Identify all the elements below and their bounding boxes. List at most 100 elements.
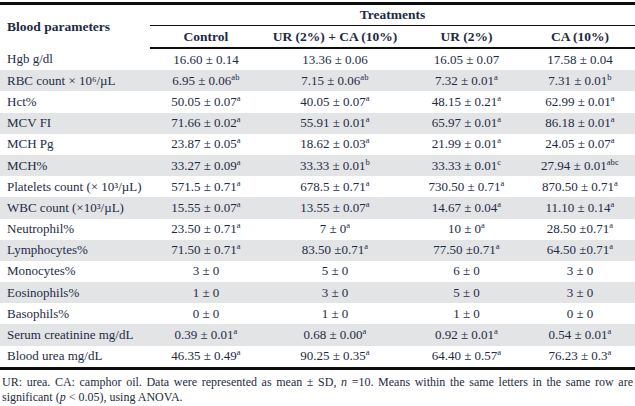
value-cell: 27.94 ± 0.01abc bbox=[525, 155, 635, 176]
significance-superscript: a bbox=[611, 114, 615, 124]
column-header: UR (2%) bbox=[408, 26, 525, 49]
value-cell: 730.50 ± 0.71a bbox=[408, 176, 525, 197]
row-label: Blood urea mg/dL bbox=[0, 346, 150, 369]
footnote-text-part: < 0.05), using ANOVA. bbox=[66, 390, 183, 404]
value-cell: 46.35 ± 0.49a bbox=[150, 346, 262, 369]
cell-value: 23.87 ± 0.05 bbox=[171, 136, 237, 151]
cell-value: 21.99 ± 0.01 bbox=[432, 136, 498, 151]
significance-superscript: a bbox=[237, 135, 241, 145]
significance-superscript: a bbox=[234, 326, 238, 336]
cell-value: 33.33 ± 0.01 bbox=[300, 158, 366, 173]
significance-superscript: ab bbox=[231, 71, 239, 81]
cell-value: 13.36 ± 0.06 bbox=[302, 52, 368, 67]
value-cell: 23.87 ± 0.05a bbox=[150, 134, 262, 155]
cell-value: 40.05 ± 0.07 bbox=[300, 94, 366, 109]
significance-superscript: c bbox=[497, 156, 501, 166]
significance-superscript: a bbox=[608, 326, 612, 336]
significance-superscript: a bbox=[237, 241, 241, 251]
cell-value: 1 ± 0 bbox=[193, 285, 220, 300]
cell-value: 71.66 ± 0.02 bbox=[171, 115, 237, 130]
row-label: MCH% bbox=[0, 155, 150, 176]
significance-superscript: a bbox=[497, 199, 501, 209]
cell-value: 65.97 ± 0.01 bbox=[432, 115, 498, 130]
row-label: Serum creatinine mg/dL bbox=[0, 324, 150, 345]
cell-value: 6.95 ± 0.06 bbox=[172, 73, 231, 88]
cell-value: 28.50 ±0.71 bbox=[547, 221, 609, 236]
table-row: Neutrophil%23.50 ± 0.71a7 ± 0a10 ± 0a28.… bbox=[0, 219, 635, 240]
significance-superscript: a bbox=[481, 220, 485, 230]
column-header: UR (2%) + CA (10%) bbox=[262, 26, 408, 49]
significance-superscript: ab bbox=[360, 71, 368, 81]
value-cell: 62.99 ± 0.01a bbox=[525, 91, 635, 112]
value-cell: 1 ± 0 bbox=[150, 282, 262, 303]
column-header: CA (10%) bbox=[525, 26, 635, 49]
cell-value: 0.54 ± 0.01 bbox=[548, 327, 607, 342]
cell-value: 33.27 ± 0.09 bbox=[171, 158, 237, 173]
cell-value: 83.50 ±0.71 bbox=[302, 242, 364, 257]
cell-value: 5 ± 0 bbox=[322, 263, 349, 278]
footnote-text-part: UR: urea. CA: camphor oil. Data were rep… bbox=[2, 375, 341, 389]
cell-value: 17.58 ± 0.04 bbox=[547, 52, 613, 67]
cell-value: 10 ± 0 bbox=[448, 221, 481, 236]
cell-value: 1 ± 0 bbox=[453, 306, 480, 321]
cell-value: 50.05 ± 0.07 bbox=[171, 94, 237, 109]
value-cell: 5 ± 0 bbox=[262, 261, 408, 282]
significance-superscript: a bbox=[614, 177, 618, 187]
table-row: Blood urea mg/dL46.35 ± 0.49a90.25 ± 0.3… bbox=[0, 346, 635, 369]
value-cell: 24.05 ± 0.07a bbox=[525, 134, 635, 155]
treatments-group-header: Treatments bbox=[150, 4, 635, 26]
value-cell: 1 ± 0 bbox=[408, 303, 525, 324]
row-label: RBC count × 10⁶/µL bbox=[0, 70, 150, 91]
cell-value: 71.50 ± 0.71 bbox=[171, 242, 237, 257]
significance-superscript: a bbox=[366, 135, 370, 145]
value-cell: 18.62 ± 0.03a bbox=[262, 134, 408, 155]
table-row: Platelets count (× 10³/µL)571.5 ± 0.71a6… bbox=[0, 176, 635, 197]
value-cell: 6 ± 0 bbox=[408, 261, 525, 282]
significance-superscript: a bbox=[494, 326, 498, 336]
value-cell: 7.32 ± 0.01a bbox=[408, 70, 525, 91]
significance-superscript: a bbox=[366, 177, 370, 187]
cell-value: 870.50 ± 0.71 bbox=[542, 179, 614, 194]
significance-superscript: a bbox=[363, 326, 367, 336]
cell-value: 3 ± 0 bbox=[567, 263, 594, 278]
significance-superscript: a bbox=[237, 220, 241, 230]
cell-value: 64.50 ±0.71 bbox=[547, 242, 609, 257]
value-cell: 40.05 ± 0.07a bbox=[262, 91, 408, 112]
table-row: Basophils%0 ± 01 ± 01 ± 00 ± 0 bbox=[0, 303, 635, 324]
cell-value: 0 ± 0 bbox=[193, 306, 220, 321]
value-cell: 83.50 ±0.71a bbox=[262, 240, 408, 261]
significance-superscript: b bbox=[366, 156, 370, 166]
significance-superscript: a bbox=[497, 93, 501, 103]
significance-superscript: a bbox=[237, 347, 241, 357]
cell-value: 7 ± 0 bbox=[320, 221, 347, 236]
value-cell: 3 ± 0 bbox=[262, 282, 408, 303]
value-cell: 64.40 ± 0.57a bbox=[408, 346, 525, 369]
value-cell: 17.58 ± 0.04 bbox=[525, 48, 635, 70]
cell-value: 0.92 ± 0.01 bbox=[435, 327, 494, 342]
value-cell: 14.67 ± 0.04a bbox=[408, 197, 525, 218]
table-footnote: UR: urea. CA: camphor oil. Data were rep… bbox=[0, 375, 635, 406]
value-cell: 33.33 ± 0.01b bbox=[262, 155, 408, 176]
significance-superscript: a bbox=[237, 114, 241, 124]
value-cell: 7 ± 0a bbox=[262, 219, 408, 240]
cell-value: 62.99 ± 0.01 bbox=[545, 94, 611, 109]
significance-superscript: a bbox=[237, 199, 241, 209]
value-cell: 7.31 ± 0.01b bbox=[525, 70, 635, 91]
cell-value: 27.94 ± 0.01 bbox=[541, 158, 607, 173]
cell-value: 33.33 ± 0.01 bbox=[432, 158, 498, 173]
cell-value: 0.39 ± 0.01 bbox=[174, 327, 233, 342]
cell-value: 16.05 ± 0.07 bbox=[434, 52, 500, 67]
value-cell: 13.36 ± 0.06 bbox=[262, 48, 408, 70]
value-cell: 0.54 ± 0.01a bbox=[525, 324, 635, 345]
value-cell: 28.50 ±0.71a bbox=[525, 219, 635, 240]
significance-superscript: a bbox=[366, 114, 370, 124]
cell-value: 3 ± 0 bbox=[322, 285, 349, 300]
value-cell: 48.15 ± 0.21a bbox=[408, 91, 525, 112]
value-cell: 6.95 ± 0.06ab bbox=[150, 70, 262, 91]
table-row: MCH Pg23.87 ± 0.05a18.62 ± 0.03a21.99 ± … bbox=[0, 134, 635, 155]
significance-superscript: a bbox=[497, 347, 501, 357]
cell-value: 3 ± 0 bbox=[193, 263, 220, 278]
significance-superscript: a bbox=[611, 135, 615, 145]
significance-superscript: a bbox=[237, 93, 241, 103]
value-cell: 10 ± 0a bbox=[408, 219, 525, 240]
